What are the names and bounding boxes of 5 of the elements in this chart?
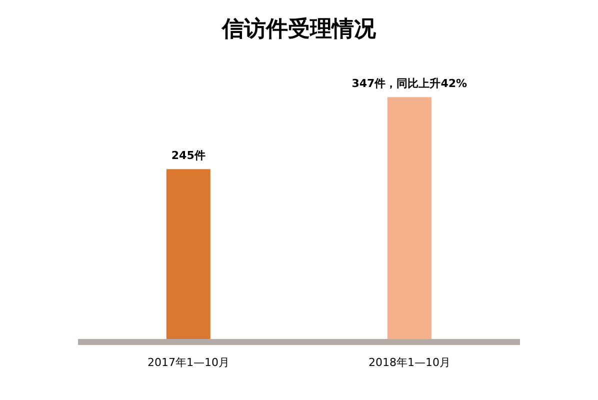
chart-title: 信访件受理情况	[220, 15, 377, 44]
x-tick-label: 2017年1—10月	[148, 356, 230, 369]
data-label: 245件	[171, 149, 206, 162]
x-tick-label: 2018年1—10月	[368, 356, 450, 369]
data-label: 347件，同比上升42%	[352, 77, 468, 90]
